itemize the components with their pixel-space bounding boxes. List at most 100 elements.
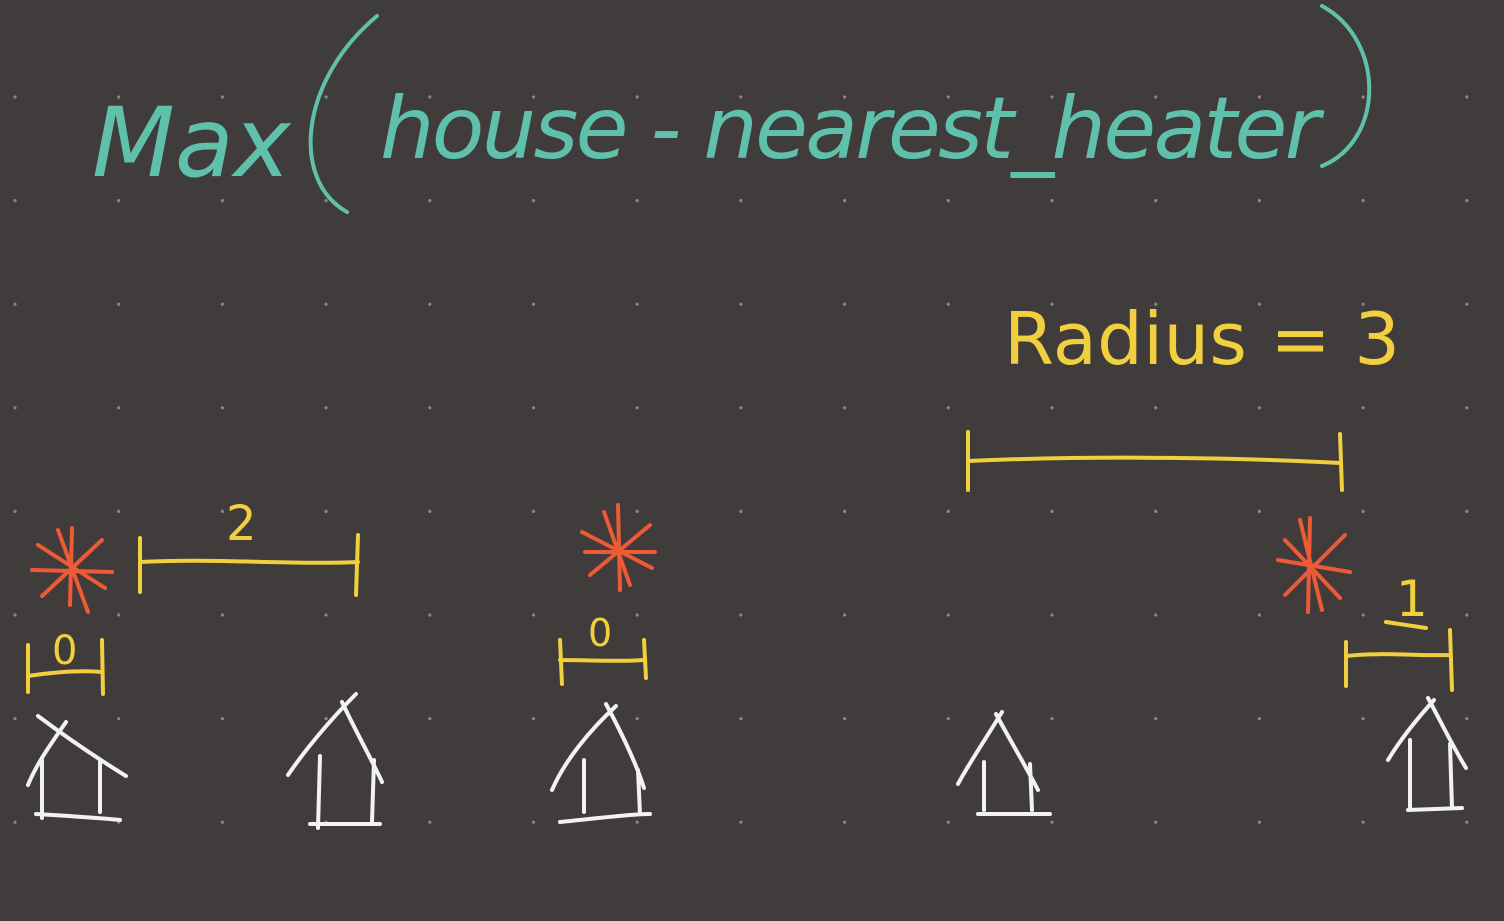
grid-dot (117, 509, 121, 513)
grid-dot (1361, 95, 1365, 99)
grid-dot (220, 509, 224, 513)
grid-dot (324, 509, 328, 513)
grid-dot (635, 199, 639, 203)
grid-dot (1050, 199, 1054, 203)
grid-dot (1050, 820, 1054, 824)
grid-dot (1257, 302, 1261, 306)
grid-dot (946, 613, 950, 617)
grid-dot (220, 302, 224, 306)
grid-dot (635, 820, 639, 824)
grid-dot (324, 95, 328, 99)
grid-dot (117, 613, 121, 617)
grid-dot (635, 509, 639, 513)
grid-dot (1154, 820, 1158, 824)
grid-dot (220, 820, 224, 824)
grid-dot (220, 406, 224, 410)
grid-dot (1154, 406, 1158, 410)
grid-dot (428, 820, 432, 824)
grid-dot (843, 509, 847, 513)
grid-dot (531, 199, 536, 203)
house-3 (550, 702, 652, 824)
grid-dot (1465, 406, 1469, 410)
grid-dot (739, 406, 743, 410)
grid-dot (13, 820, 17, 824)
grid-dot (1154, 717, 1158, 721)
grid-dot (1257, 509, 1261, 513)
grid-dot (1361, 509, 1365, 513)
close-paren (1320, 4, 1372, 168)
grid-dot (531, 613, 536, 617)
grid-dot (324, 717, 328, 721)
grid-dot (1257, 717, 1261, 721)
house-icon (286, 692, 384, 830)
house-icon (956, 710, 1052, 816)
grid-dot (635, 406, 639, 410)
grid-dot (635, 95, 639, 99)
grid-dot (324, 199, 328, 203)
grid-dot (1361, 820, 1365, 824)
grid-dot (1050, 95, 1054, 99)
house-4 (956, 710, 1052, 816)
grid-dot (946, 717, 950, 721)
title-formula: Max house - nearest_heater (92, 4, 1372, 214)
radius-ruler (966, 430, 1344, 492)
grid-dot (1465, 509, 1469, 513)
grid-dot (428, 406, 432, 410)
grid-dot (13, 302, 17, 306)
grid-dot (946, 95, 950, 99)
ruler-heater1-house2: 2 (138, 496, 360, 597)
grid-dot (739, 95, 743, 99)
grid-dot (843, 95, 847, 99)
grid-dot (1154, 509, 1158, 513)
grid-dot (428, 302, 432, 306)
grid-dot (117, 406, 121, 410)
heater-icon (580, 503, 657, 592)
grid-dot (117, 717, 121, 721)
grid-dot (1257, 613, 1261, 617)
house-5 (1386, 696, 1468, 812)
ruler-line (26, 638, 105, 696)
grid-dot (1465, 717, 1469, 721)
grid-dot (428, 717, 432, 721)
grid-dot (843, 406, 847, 410)
distance-label-2: 2 (226, 496, 257, 552)
grid-dot (739, 717, 743, 721)
grid-dot (1465, 95, 1469, 99)
grid-dot (13, 509, 17, 513)
grid-dot (220, 199, 224, 203)
grid-dot (220, 717, 224, 721)
house-2 (286, 692, 384, 830)
grid-dot (739, 509, 743, 513)
grid-dot (1361, 717, 1365, 721)
heater-2 (580, 503, 657, 592)
grid-dot (1154, 302, 1158, 306)
grid-dot (531, 406, 536, 410)
grid-dot (635, 302, 639, 306)
ruler-line (138, 533, 360, 597)
grid-dot (324, 613, 328, 617)
grid-dot (1465, 302, 1469, 306)
grid-dot (635, 613, 639, 617)
distance-label-0a: 0 (52, 628, 77, 674)
grid-dot (635, 717, 639, 721)
grid-dot (1154, 613, 1158, 617)
heater-icon (1276, 516, 1352, 614)
grid-dot (13, 199, 17, 203)
grid-dot (1361, 613, 1365, 617)
grid-dot (1465, 199, 1469, 203)
grid-dot (13, 406, 17, 410)
grid-dot (946, 302, 950, 306)
radius-label: Radius = 3 (1004, 297, 1400, 381)
grid-dot (1257, 95, 1261, 99)
grid-dot (531, 717, 536, 721)
grid-dot (843, 199, 847, 203)
heater-3 (1276, 516, 1352, 614)
house-1 (26, 714, 128, 822)
grid-dot (1465, 820, 1469, 824)
grid-dot (739, 613, 743, 617)
grid-dot (1257, 199, 1261, 203)
grid-dot (220, 613, 224, 617)
grid-dot (946, 199, 950, 203)
grid-dot (324, 302, 328, 306)
